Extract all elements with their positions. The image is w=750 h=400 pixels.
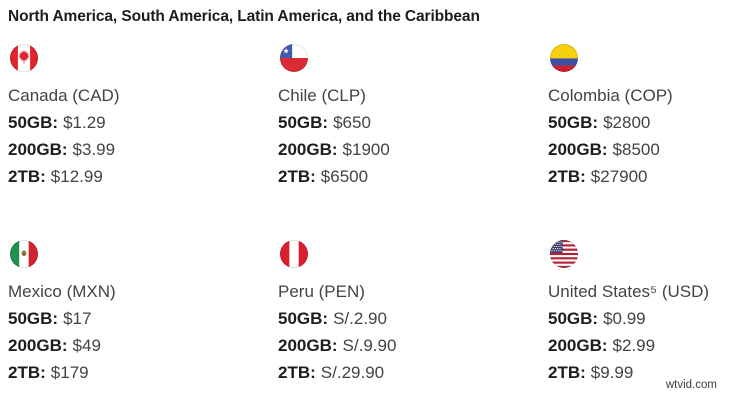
price-value: $17 bbox=[63, 309, 92, 328]
price-value: $650 bbox=[333, 113, 371, 132]
price-row: 2TB: $179 bbox=[8, 359, 278, 386]
price-row: 200GB: $8500 bbox=[548, 136, 750, 163]
price-row: 50GB: $1.29 bbox=[8, 109, 278, 136]
tier-label: 50GB: bbox=[278, 113, 329, 132]
price-row: 200GB: S/.9.90 bbox=[278, 332, 548, 359]
country-name: Mexico (MXN) bbox=[8, 282, 116, 301]
price-value: $0.99 bbox=[603, 309, 646, 328]
tier-label: 200GB: bbox=[8, 336, 68, 355]
price-value: $8500 bbox=[612, 140, 660, 159]
tier-label: 2TB: bbox=[278, 363, 316, 382]
price-row: 50GB: $17 bbox=[8, 305, 278, 332]
tier-label: 50GB: bbox=[8, 113, 59, 132]
price-value: $1.29 bbox=[63, 113, 106, 132]
price-value: S/.9.90 bbox=[342, 336, 397, 355]
country-card-chile: Chile (CLP) 50GB: $650 200GB: $1900 2TB: $6… bbox=[278, 44, 548, 190]
tier-label: 200GB: bbox=[278, 140, 338, 159]
price-value: $9.99 bbox=[590, 363, 634, 382]
price-row: 2TB: $27900 bbox=[548, 163, 750, 190]
tier-label: 2TB: bbox=[8, 167, 46, 186]
price-row: 200GB: $49 bbox=[8, 332, 278, 359]
country-name: United States⁵ (USD) bbox=[548, 282, 710, 301]
price-value: S/.2.90 bbox=[333, 309, 387, 328]
tier-label: 2TB: bbox=[548, 363, 586, 382]
country-card-mexico: Mexico (MXN) 50GB: $17 200GB: $49 2TB: $179 bbox=[8, 240, 278, 386]
mexico-flag-icon bbox=[10, 240, 38, 268]
price-value: $49 bbox=[72, 336, 101, 355]
tier-label: 2TB: bbox=[8, 363, 46, 382]
price-value: S/.29.90 bbox=[320, 363, 385, 382]
country-name: Canada (CAD) bbox=[8, 86, 120, 105]
price-row: 50GB: $2800 bbox=[548, 109, 750, 136]
country-name: Colombia (COP) bbox=[548, 86, 673, 105]
price-row: 50GB: $0.99 bbox=[548, 305, 750, 332]
price-value: $12.99 bbox=[50, 167, 103, 186]
price-value: $2.99 bbox=[612, 336, 656, 355]
price-row: 2TB: $9.99 bbox=[548, 359, 750, 386]
country-card-united-states: United States⁵ (USD) 50GB: $0.99 200GB: $2… bbox=[548, 240, 750, 386]
price-row: 200GB: $2.99 bbox=[548, 332, 750, 359]
country-name: Peru (PEN) bbox=[278, 282, 365, 301]
canada-flag-icon bbox=[10, 44, 38, 72]
tier-label: 2TB: bbox=[278, 167, 316, 186]
colombia-flag-icon bbox=[550, 44, 578, 72]
price-row: 2TB: S/.29.90 bbox=[278, 359, 548, 386]
section-title: North America, South America, Latin Amer… bbox=[8, 8, 480, 25]
tier-label: 50GB: bbox=[278, 309, 329, 328]
price-value: $3.99 bbox=[72, 140, 116, 159]
tier-label: 2TB: bbox=[548, 167, 586, 186]
price-row: 200GB: $3.99 bbox=[8, 136, 278, 163]
price-row: 50GB: S/.2.90 bbox=[278, 305, 548, 332]
tier-label: 50GB: bbox=[548, 113, 599, 132]
price-value: $2800 bbox=[603, 113, 651, 132]
country-card-canada: Canada (CAD) 50GB: $1.29 200GB: $3.99 2TB:… bbox=[8, 44, 278, 190]
peru-flag-icon bbox=[280, 240, 308, 268]
price-value: $179 bbox=[50, 363, 89, 382]
tier-label: 200GB: bbox=[548, 336, 608, 355]
price-row: 2TB: $6500 bbox=[278, 163, 548, 190]
us-flag-icon bbox=[550, 240, 578, 268]
tier-label: 50GB: bbox=[548, 309, 599, 328]
tier-label: 200GB: bbox=[548, 140, 608, 159]
price-row: 50GB: $650 bbox=[278, 109, 548, 136]
tier-label: 50GB: bbox=[8, 309, 59, 328]
price-value: $6500 bbox=[320, 167, 369, 186]
tier-label: 200GB: bbox=[278, 336, 338, 355]
country-card-colombia: Colombia (COP) 50GB: $2800 200GB: $8500 2T… bbox=[548, 44, 750, 190]
chile-flag-icon bbox=[280, 44, 308, 72]
price-value: $1900 bbox=[342, 140, 390, 159]
tier-label: 200GB: bbox=[8, 140, 68, 159]
price-row: 2TB: $12.99 bbox=[8, 163, 278, 190]
country-name: Chile (CLP) bbox=[278, 86, 366, 105]
country-card-peru: Peru (PEN) 50GB: S/.2.90 200GB: S/.9.90 2T… bbox=[278, 240, 548, 386]
price-row: 200GB: $1900 bbox=[278, 136, 548, 163]
watermark: wtvid.com bbox=[665, 379, 717, 391]
price-value: $27900 bbox=[590, 167, 648, 186]
country-pricing-grid: Canada (CAD) 50GB: $1.29 200GB: $3.99 2TB:… bbox=[8, 44, 750, 386]
